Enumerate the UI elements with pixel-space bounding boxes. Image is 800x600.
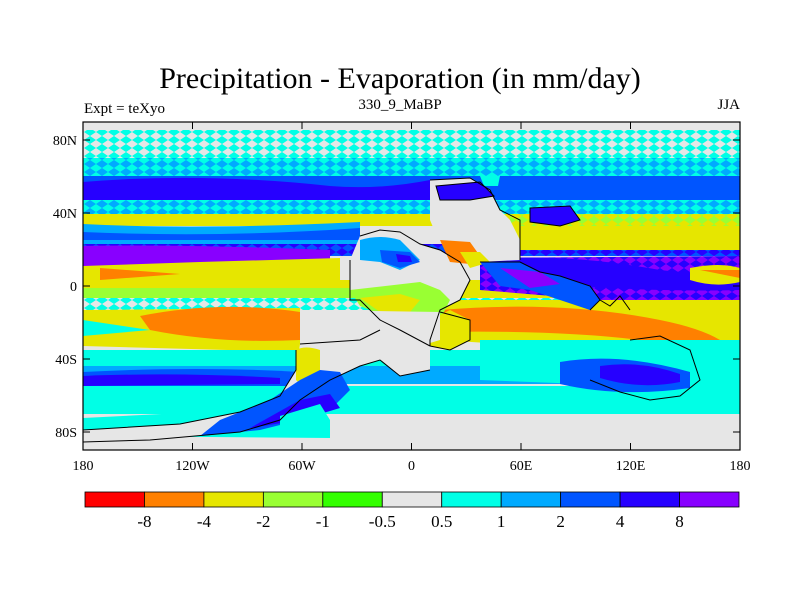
colorbar-label: 8: [675, 512, 684, 531]
plot-subtitle: 330_9_MaBP: [358, 97, 442, 113]
lon-tick-label: 0: [408, 459, 415, 474]
lon-tick-label: 60W: [288, 459, 316, 474]
lon-tick-label: 120E: [616, 459, 646, 474]
colorbar-swatch: [262, 491, 324, 508]
longitude-axis: [82, 122, 741, 450]
colorbar-label: -8: [137, 512, 151, 531]
northern-high-lat-band: [83, 158, 740, 178]
season-label: JJA: [717, 97, 740, 113]
colorbar-swatch: [679, 491, 740, 508]
colorbar-swatch: [500, 491, 562, 508]
colorbar-label: 0.5: [431, 512, 452, 531]
lat-tick-label: 40N: [53, 207, 77, 222]
map-plot-area: [83, 122, 740, 450]
colorbar-swatch: [619, 491, 680, 508]
colorbar-swatch: [144, 491, 205, 508]
colorbar-swatch: [441, 491, 502, 508]
lat-tick-label: 80N: [53, 134, 77, 149]
lat-tick-label: 40S: [55, 353, 77, 368]
colorbar-label: -0.5: [369, 512, 396, 531]
plot-title: Precipitation - Evaporation (in mm/day): [159, 62, 641, 95]
southern-subtropics-pacific: [140, 306, 300, 341]
colorbar-swatch: [322, 491, 383, 508]
colorbar-label: -1: [316, 512, 330, 531]
colorbar-swatch: [203, 491, 264, 508]
colorbar: [84, 491, 740, 508]
latitude-axis: [83, 139, 740, 433]
experiment-label: Expt = teXyo: [84, 101, 165, 117]
colorbar-swatch: [381, 491, 443, 508]
colorbar-label: -4: [197, 512, 212, 531]
colorbar-swatch: [560, 491, 621, 508]
lon-tick-label: 60E: [510, 459, 533, 474]
lat-tick-label: 80S: [55, 426, 77, 441]
lon-tick-label: 120W: [175, 459, 210, 474]
south-america-landmass: [83, 330, 430, 442]
colorbar-label: 2: [556, 512, 565, 531]
colorbar-labels: -8 -4 -2 -1 -0.5 0.5 1 2 4 8: [137, 512, 683, 531]
colorbar-label: 4: [616, 512, 625, 531]
lon-tick-label: 180: [730, 459, 751, 474]
north-polar-band: [83, 130, 740, 160]
colorbar-swatch: [84, 491, 145, 508]
lat-tick-label: 0: [70, 280, 77, 295]
colorbar-label: 1: [497, 512, 506, 531]
lon-tick-label: 180: [73, 459, 94, 474]
colorbar-label: -2: [256, 512, 270, 531]
coastline-outlines: [83, 177, 701, 443]
